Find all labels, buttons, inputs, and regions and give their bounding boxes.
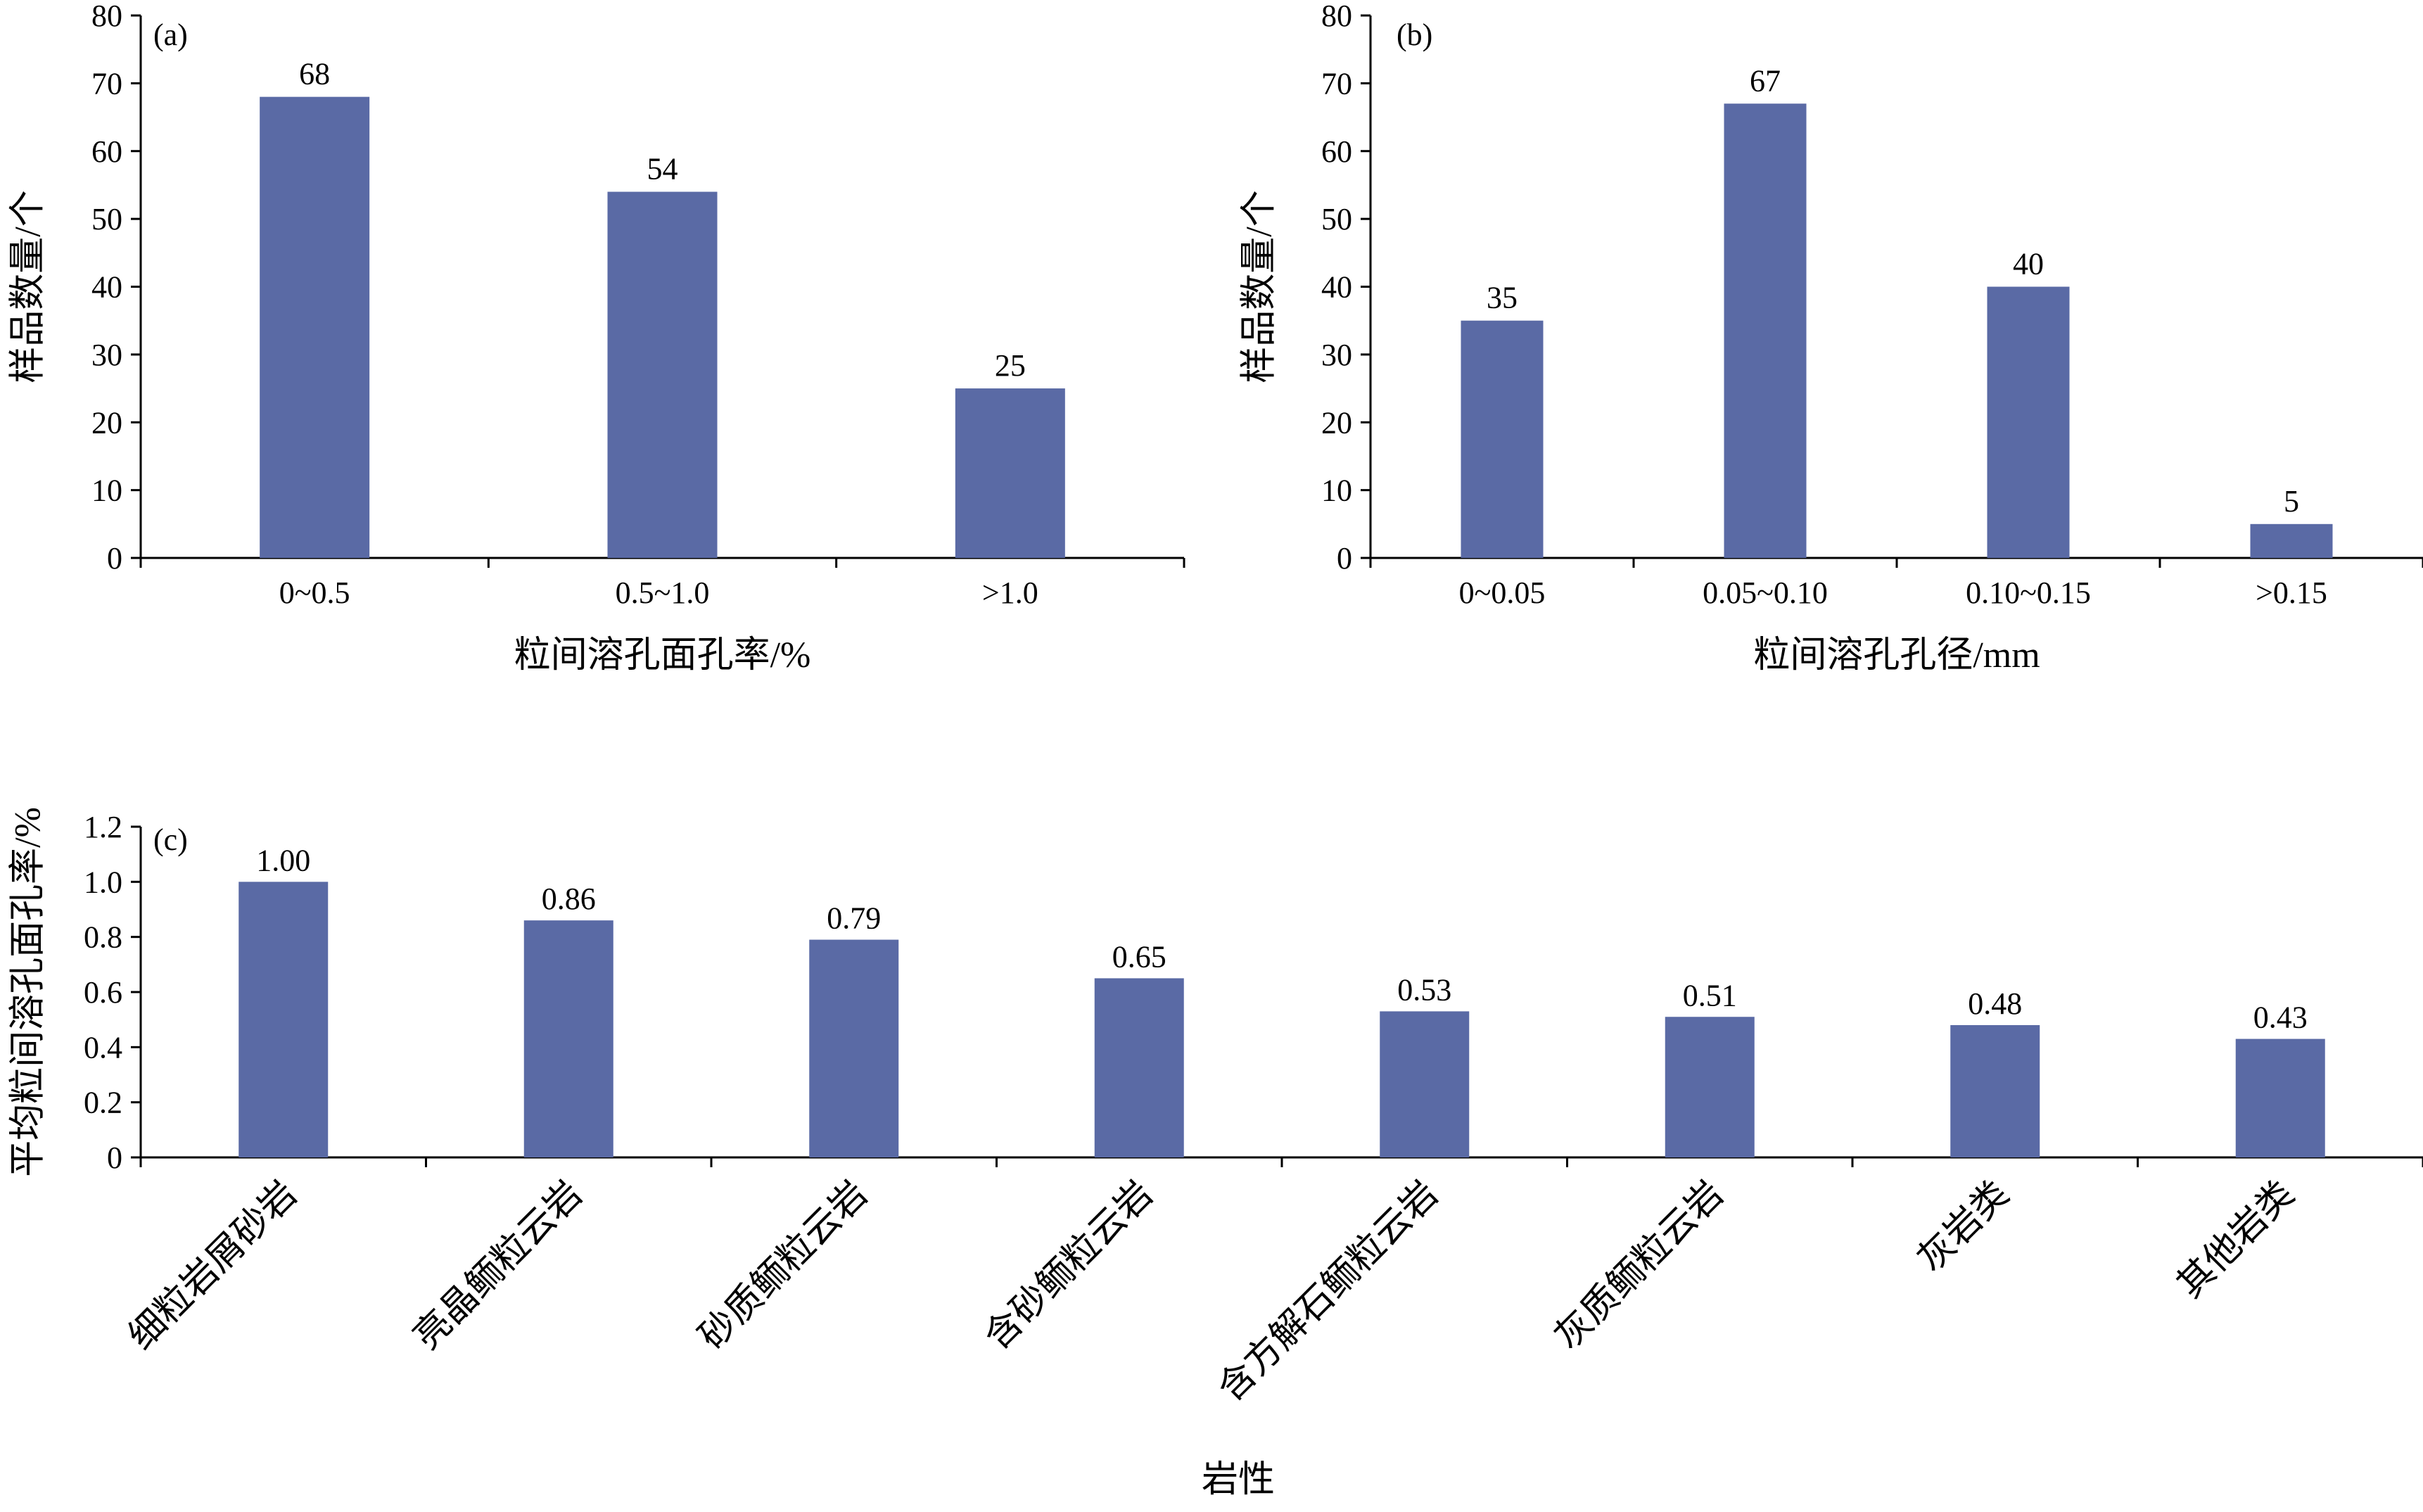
panel-tag: (c) bbox=[153, 822, 188, 857]
x-tick-label: 细粒岩屑砂岩 bbox=[121, 1174, 305, 1357]
bar bbox=[809, 939, 899, 1157]
x-tick-label: 0~0.05 bbox=[1459, 576, 1546, 610]
y-tick-label: 70 bbox=[1321, 66, 1352, 101]
bar bbox=[239, 882, 329, 1157]
y-tick-label: 40 bbox=[91, 270, 122, 305]
bar bbox=[1987, 286, 2070, 558]
bar-value-label: 0.65 bbox=[1112, 939, 1166, 974]
bar bbox=[1380, 1011, 1470, 1157]
bar-value-label: 67 bbox=[1750, 63, 1781, 98]
y-tick-label: 80 bbox=[91, 0, 122, 33]
y-tick-label: 0 bbox=[107, 1141, 122, 1175]
panel-tag: (a) bbox=[153, 18, 188, 52]
x-axis-title: 粒间溶孔面孔率/% bbox=[514, 635, 811, 675]
x-tick-label: 含砂鲕粒云岩 bbox=[977, 1174, 1161, 1357]
bar bbox=[523, 920, 613, 1157]
y-tick-label: 30 bbox=[91, 338, 122, 372]
bar bbox=[955, 388, 1065, 558]
y-tick-label: 1.0 bbox=[84, 865, 122, 899]
y-tick-label: 1.2 bbox=[84, 810, 122, 844]
y-tick-label: 60 bbox=[1321, 134, 1352, 169]
y-tick-label: 0 bbox=[107, 541, 122, 576]
y-tick-label: 0.6 bbox=[84, 975, 122, 1010]
y-tick-label: 20 bbox=[1321, 405, 1352, 440]
chart-panel-c: 0 0.2 0.4 0.6 0.8 1.0 1.2 1.00 细粒岩屑砂岩 0.86 亮晶鲕粒云岩 0… bbox=[8, 807, 2423, 1500]
y-tick-label: 10 bbox=[91, 474, 122, 508]
bar bbox=[1461, 320, 1544, 558]
bar-value-label: 40 bbox=[2013, 247, 2044, 281]
bar bbox=[1724, 103, 1807, 559]
y-axis-title: 样品数量/个 bbox=[1240, 190, 1280, 383]
x-tick-label: 灰岩类 bbox=[1911, 1174, 2017, 1280]
bar bbox=[1665, 1017, 1755, 1157]
y-tick-label: 0.2 bbox=[84, 1086, 122, 1120]
y-axis-title: 平均粒间溶孔面孔率/% bbox=[8, 807, 49, 1177]
x-tick-label: >1.0 bbox=[982, 576, 1038, 610]
x-tick-label: 灰质鲕粒云岩 bbox=[1548, 1174, 1731, 1357]
x-tick-label: >0.15 bbox=[2256, 576, 2327, 610]
bar-value-label: 0.48 bbox=[1968, 986, 2022, 1021]
y-tick-label: 70 bbox=[91, 66, 122, 101]
y-tick-label: 0.8 bbox=[84, 920, 122, 955]
x-tick-label: 其他岩类 bbox=[2170, 1174, 2301, 1305]
y-tick-label: 50 bbox=[91, 202, 122, 236]
x-tick-label: 含方解石鲕粒云岩 bbox=[1211, 1174, 1446, 1409]
x-tick-label: 砂质鲕粒云岩 bbox=[692, 1174, 875, 1357]
x-tick-label: 0.10~0.15 bbox=[1966, 576, 2091, 610]
bar-value-label: 0.86 bbox=[542, 882, 596, 916]
bar-value-label: 54 bbox=[647, 152, 678, 186]
bar bbox=[2235, 1038, 2325, 1157]
bar-value-label: 25 bbox=[995, 348, 1026, 383]
x-tick-label: 0~0.5 bbox=[279, 576, 350, 610]
chart-panel-b: 0 10 20 30 40 50 60 70 80 35 0~0.05 67 0.05~0.10 40 0.… bbox=[1240, 0, 2423, 675]
bar-value-label: 0.53 bbox=[1397, 972, 1451, 1007]
bar-value-label: 0.43 bbox=[2253, 1000, 2308, 1035]
y-tick-label: 50 bbox=[1321, 202, 1352, 236]
chart-panel-a: 0 10 20 30 40 50 60 70 80 68 0~0.5 54 0.5~1.0 25 >1.0 粒… bbox=[8, 0, 1185, 675]
bar-value-label: 0.51 bbox=[1683, 978, 1737, 1012]
x-axis-title: 粒间溶孔孔径/mm bbox=[1753, 635, 2040, 675]
y-tick-label: 0 bbox=[1337, 541, 1352, 576]
bar bbox=[1950, 1025, 2040, 1157]
bar-value-label: 35 bbox=[1487, 281, 1518, 315]
y-tick-label: 30 bbox=[1321, 338, 1352, 372]
x-axis-title: 岩性 bbox=[1202, 1460, 1275, 1500]
bar bbox=[607, 191, 718, 558]
bar bbox=[2250, 523, 2333, 558]
x-tick-label: 0.5~1.0 bbox=[616, 576, 710, 610]
y-tick-label: 10 bbox=[1321, 474, 1352, 508]
bar-value-label: 68 bbox=[299, 57, 330, 91]
y-axis-title: 样品数量/个 bbox=[8, 190, 49, 383]
bar-value-label: 0.79 bbox=[827, 901, 881, 936]
bar bbox=[260, 96, 370, 558]
x-tick-label: 0.05~0.10 bbox=[1703, 576, 1828, 610]
y-tick-label: 20 bbox=[91, 405, 122, 440]
y-tick-label: 60 bbox=[91, 134, 122, 169]
panel-tag: (b) bbox=[1397, 18, 1432, 52]
y-tick-label: 80 bbox=[1321, 0, 1352, 33]
y-tick-label: 40 bbox=[1321, 270, 1352, 305]
y-tick-label: 0.4 bbox=[84, 1030, 122, 1065]
bar-value-label: 5 bbox=[2284, 484, 2299, 519]
bar-value-label: 1.00 bbox=[256, 843, 310, 877]
x-tick-label: 亮晶鲕粒云岩 bbox=[407, 1174, 590, 1357]
bar bbox=[1094, 978, 1184, 1157]
